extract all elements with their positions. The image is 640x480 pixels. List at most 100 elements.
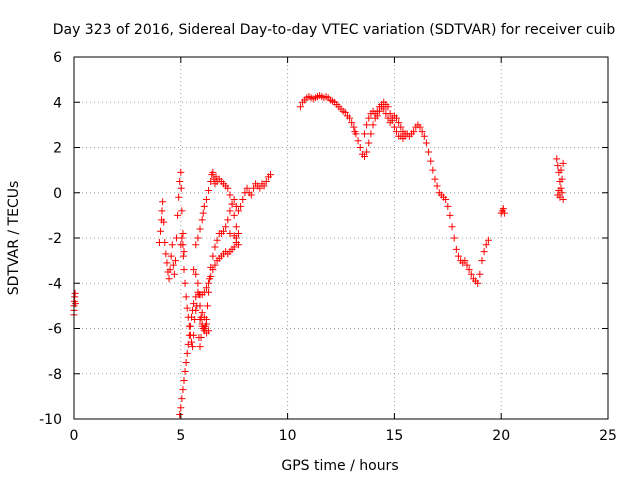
data-point	[200, 325, 208, 332]
series-t22	[553, 155, 567, 204]
data-point	[369, 121, 377, 129]
data-point	[422, 139, 430, 147]
data-point	[178, 395, 186, 403]
data-point	[179, 252, 187, 260]
data-point	[360, 153, 368, 161]
series-t4	[155, 168, 188, 283]
data-point	[452, 245, 460, 253]
data-point	[230, 196, 238, 204]
data-point	[384, 103, 392, 111]
data-point	[195, 291, 203, 299]
data-point	[476, 270, 484, 278]
data-point	[196, 225, 204, 233]
data-point	[180, 266, 188, 274]
data-point	[230, 243, 238, 251]
data-point	[558, 175, 566, 183]
data-point	[200, 202, 208, 210]
data-point	[168, 241, 176, 249]
data-point	[158, 207, 166, 215]
data-point	[177, 184, 185, 192]
data-point	[450, 234, 458, 242]
data-point	[346, 114, 354, 122]
data-point	[186, 322, 194, 330]
data-point	[393, 114, 401, 122]
data-point	[559, 159, 567, 167]
data-point	[177, 404, 185, 412]
y-tick-label: -4	[48, 276, 62, 292]
data-point	[167, 252, 175, 260]
data-point	[480, 248, 488, 256]
data-point	[243, 184, 251, 192]
data-point	[367, 130, 375, 138]
y-tick-label: -2	[48, 231, 62, 247]
data-point	[386, 119, 394, 127]
series-t13b	[360, 103, 409, 138]
data-point	[179, 241, 187, 249]
data-point	[365, 139, 373, 147]
x-axis-title: GPS time / hours	[281, 458, 398, 474]
data-point	[557, 166, 565, 174]
data-point	[226, 229, 234, 237]
data-point	[180, 377, 188, 385]
data-point	[558, 189, 566, 197]
data-points	[70, 91, 567, 418]
data-point	[478, 257, 486, 265]
data-point	[474, 279, 482, 287]
data-point	[189, 306, 197, 314]
data-point	[176, 177, 184, 185]
data-point	[393, 128, 401, 136]
data-point	[202, 196, 210, 204]
data-point	[163, 259, 171, 267]
data-point	[211, 243, 219, 251]
data-point	[178, 207, 186, 215]
data-point	[427, 157, 435, 165]
data-point	[446, 211, 454, 219]
data-point	[226, 191, 234, 199]
data-point	[360, 130, 368, 138]
data-point	[228, 200, 236, 208]
data-point	[199, 209, 207, 217]
data-point	[425, 148, 433, 156]
data-point	[182, 293, 190, 301]
y-tick-label: -10	[39, 412, 62, 428]
data-point	[176, 410, 184, 418]
data-point	[444, 202, 452, 210]
data-point	[554, 191, 562, 199]
data-point	[350, 123, 358, 131]
data-point	[249, 184, 257, 192]
series-t10	[296, 91, 359, 136]
data-point	[179, 386, 187, 394]
series-t20	[497, 205, 508, 217]
data-point	[71, 289, 79, 297]
data-point	[454, 252, 462, 260]
data-point	[194, 234, 202, 242]
data-point	[262, 177, 270, 185]
data-point	[352, 130, 360, 138]
data-point	[165, 275, 173, 283]
data-point	[200, 313, 208, 321]
y-tick-label: 4	[53, 95, 62, 111]
data-point	[554, 162, 562, 170]
axis-ticks	[73, 56, 609, 420]
data-point	[171, 257, 179, 265]
data-point	[180, 248, 188, 256]
data-point	[232, 223, 240, 231]
data-point	[416, 123, 424, 131]
data-point	[194, 279, 202, 287]
data-point	[207, 263, 215, 271]
data-point	[209, 168, 217, 176]
data-point	[234, 241, 242, 249]
data-point	[448, 223, 456, 231]
data-point	[239, 196, 247, 204]
data-point	[354, 137, 362, 145]
data-point	[198, 216, 206, 224]
data-point	[222, 223, 230, 231]
data-point	[192, 241, 200, 249]
series-t6lowloop	[195, 309, 213, 351]
data-point	[195, 334, 203, 342]
data-point	[181, 279, 189, 287]
data-point	[553, 155, 561, 163]
data-point	[190, 300, 198, 308]
data-point	[267, 171, 275, 179]
data-point	[157, 227, 165, 235]
